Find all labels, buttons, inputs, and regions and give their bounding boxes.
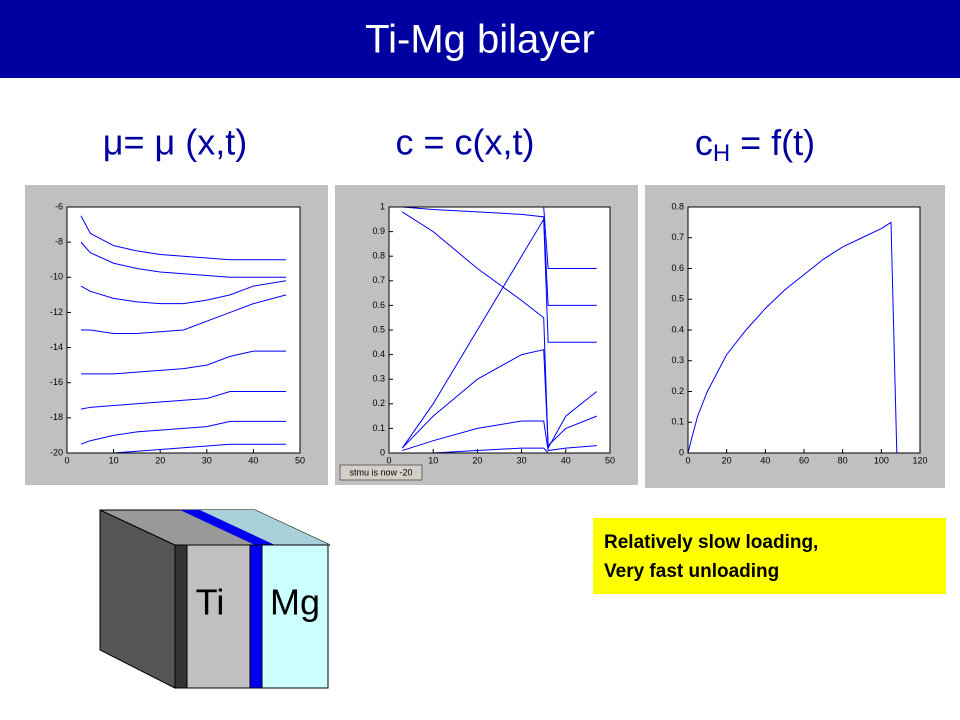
y-tick-label: 0.5 (671, 294, 684, 304)
x-tick-label: 0 (64, 455, 69, 465)
y-tick-label: 0.3 (671, 355, 684, 365)
y-tick-label: -20 (50, 447, 63, 457)
heading: μ= μ (x,t) (103, 122, 248, 163)
y-tick-label: 0.8 (372, 251, 385, 261)
plot-area (389, 207, 610, 453)
y-tick-label: 0.8 (671, 201, 684, 211)
y-tick-label: 0.4 (671, 324, 684, 334)
x-tick-label: 50 (295, 455, 305, 465)
x-tick-label: 50 (605, 455, 615, 465)
y-tick-label: -14 (50, 342, 63, 352)
y-tick-label: 0.2 (372, 398, 385, 408)
x-tick-label: 40 (760, 455, 770, 465)
data-line (401, 217, 597, 449)
chart: -20 -18 -16 -14 -12 -10 -8 -6 0 10 20 30 40 50 (25, 185, 328, 485)
y-tick-label: 0 (380, 447, 385, 457)
heading-part: c (695, 122, 713, 163)
heading: cH = f(t) (695, 122, 815, 168)
x-tick-label: 10 (428, 455, 438, 465)
note-line: Very fast unloading (604, 561, 779, 582)
y-tick-label: -16 (50, 377, 63, 387)
data-line (80, 280, 287, 305)
y-tick-label: 1 (380, 201, 385, 211)
chart: 00.10.20.30.40.50.60.70.80.910 10 20 30 40 50… (335, 185, 638, 485)
y-tick-label: -12 (50, 307, 63, 317)
y-tick-label: -8 (55, 237, 63, 247)
x-tick-label: 40 (561, 455, 571, 465)
dark-layer (174, 544, 188, 689)
data-line (80, 294, 287, 335)
status-button-label: stmu is now -20 (349, 467, 412, 477)
chart: 0 0.1 0.2 0.3 0.4 0.5 0.6 0.7 0.8 0 20 40 60 80 100 120 (645, 185, 945, 488)
mg-top (200, 510, 330, 545)
y-tick-label: 0.3 (372, 374, 385, 384)
x-tick-label: 120 (912, 455, 927, 465)
title-bar (0, 0, 960, 78)
x-tick-label: 40 (248, 455, 258, 465)
y-tick-label: 0.6 (372, 300, 385, 310)
y-tick-label: -10 (50, 272, 63, 282)
blue-layer (249, 544, 263, 689)
x-tick-label: 10 (109, 455, 119, 465)
plot-frame (66, 206, 301, 454)
y-tick-label: 0.1 (671, 417, 684, 427)
ti-label: Ti (196, 582, 225, 623)
data-line (402, 206, 597, 306)
heading-sub: H (713, 140, 730, 167)
x-tick-label: 30 (517, 455, 527, 465)
bilayer-diagram: Ti Mg (99, 509, 331, 689)
y-tick-label: 0.9 (372, 226, 385, 236)
mg-layer (261, 544, 329, 689)
x-tick-label: 20 (722, 455, 732, 465)
x-tick-label: 0 (386, 455, 391, 465)
x-tick-label: 60 (799, 455, 809, 465)
data-line (80, 350, 287, 375)
note-line: Relatively slow loading, (604, 532, 818, 553)
slide-title: Ti-Mg bilayer (365, 18, 595, 62)
y-tick-label: 0.1 (372, 423, 385, 433)
y-tick-label: 0.6 (671, 263, 684, 273)
x-tick-label: 80 (838, 455, 848, 465)
heading: c = c(x,t) (395, 122, 534, 163)
mg-label: Mg (270, 582, 320, 623)
data-line (80, 241, 287, 278)
data-line (80, 391, 287, 410)
data-line (401, 349, 597, 449)
y-tick-label: -18 (50, 412, 63, 422)
plot-area (688, 207, 920, 453)
x-tick-label: 20 (155, 455, 165, 465)
x-tick-label: 30 (202, 455, 212, 465)
heading-part: = f(t) (730, 122, 815, 163)
y-tick-label: 0.2 (671, 386, 684, 396)
y-tick-label: 0.4 (372, 349, 385, 359)
x-tick-label: 100 (874, 455, 889, 465)
y-tick-label: 0.7 (671, 232, 684, 242)
plot-frame (687, 206, 921, 454)
status-button (339, 464, 423, 481)
plot-frame (388, 206, 611, 454)
data-line (80, 215, 287, 261)
x-tick-label: 0 (685, 455, 690, 465)
x-tick-label: 20 (472, 455, 482, 465)
note-box (593, 518, 946, 594)
data-line (687, 221, 901, 454)
data-line (401, 211, 598, 450)
data-line (402, 420, 597, 452)
y-tick-label: 0.5 (372, 324, 385, 334)
y-tick-label: 0 (679, 447, 684, 457)
data-line (80, 420, 287, 445)
blue-top (180, 510, 275, 545)
y-tick-label: -6 (55, 201, 63, 211)
y-tick-label: 0.7 (372, 275, 385, 285)
